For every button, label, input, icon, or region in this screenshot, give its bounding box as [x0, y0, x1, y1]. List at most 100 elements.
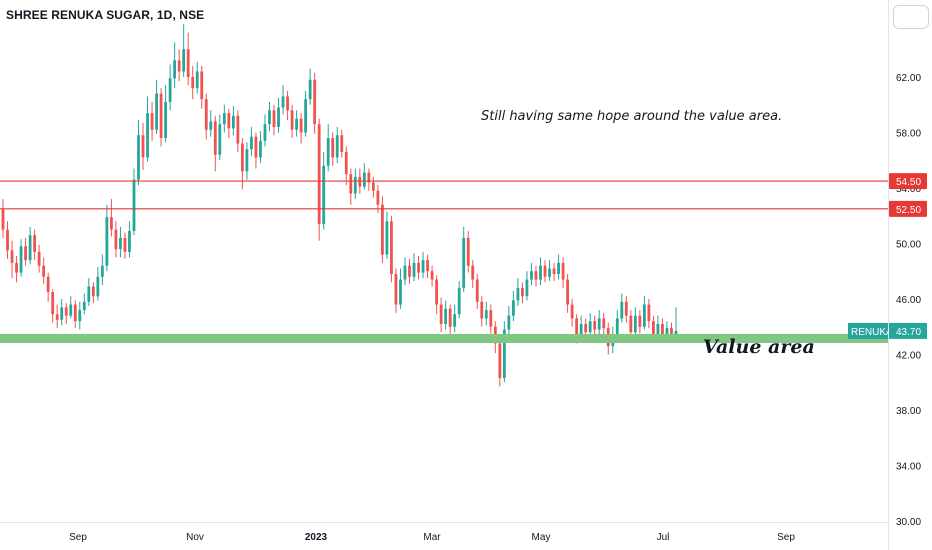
- candle-body: [647, 304, 651, 322]
- candle-body: [371, 182, 375, 191]
- candle-body: [525, 279, 529, 297]
- candle: [209, 110, 213, 137]
- candle-body: [69, 304, 73, 316]
- chart-settings-icon[interactable]: [893, 5, 929, 29]
- candle: [674, 307, 678, 340]
- candle-body: [6, 229, 9, 251]
- x-tick-label: 2023: [305, 532, 328, 543]
- candle-body: [475, 279, 479, 302]
- candle: [308, 68, 312, 105]
- candle: [313, 72, 317, 134]
- candle: [570, 299, 574, 327]
- candle: [191, 65, 195, 100]
- candle-body: [1, 208, 5, 230]
- candle-body: [539, 265, 542, 280]
- candle: [335, 126, 339, 164]
- candle: [471, 260, 475, 288]
- candle-body: [557, 262, 560, 275]
- candle: [105, 204, 109, 272]
- candle-body: [240, 143, 244, 172]
- candle-body: [222, 113, 226, 125]
- candle-body: [272, 110, 276, 127]
- candle-body: [28, 235, 32, 261]
- candle: [322, 151, 326, 230]
- candle: [344, 146, 348, 186]
- candle-body: [177, 60, 181, 72]
- candle: [168, 64, 172, 111]
- candle-body: [629, 315, 633, 333]
- candle-body: [521, 287, 524, 297]
- candle-body: [259, 140, 262, 158]
- candle: [502, 321, 506, 383]
- candle-body: [46, 276, 50, 293]
- candle: [475, 274, 479, 309]
- y-tick-label: 58.00: [896, 129, 921, 140]
- candle: [403, 257, 407, 286]
- candle: [78, 301, 82, 330]
- candle: [394, 268, 398, 313]
- candle-body: [268, 110, 271, 125]
- candle-body: [33, 235, 37, 252]
- candle: [96, 267, 100, 301]
- candle: [173, 42, 177, 89]
- candle-body: [168, 78, 172, 102]
- candle-body: [281, 96, 285, 108]
- candle-body: [119, 237, 122, 250]
- candle-body: [548, 268, 551, 277]
- y-tick-label: 46.00: [896, 295, 921, 306]
- candle-body: [426, 260, 429, 272]
- candle: [245, 142, 249, 180]
- time-axis[interactable]: Sep Nov 2023 Mar May Jul Sep: [0, 522, 888, 544]
- candle: [633, 307, 637, 336]
- candle-body: [534, 271, 538, 280]
- candle: [602, 312, 606, 336]
- candle-body: [186, 49, 190, 77]
- candle-body: [87, 286, 91, 302]
- candle: [60, 299, 64, 326]
- y-tick-label: 30.00: [896, 517, 921, 528]
- candle: [466, 231, 470, 273]
- candle-body: [340, 135, 344, 152]
- candle-body: [322, 165, 326, 225]
- candle: [304, 90, 308, 137]
- candles-layer: [1, 24, 678, 387]
- candle-body: [263, 124, 267, 141]
- candle: [561, 257, 565, 288]
- candle: [624, 296, 628, 323]
- candle: [259, 131, 262, 164]
- candle-body: [362, 172, 366, 187]
- candle-body: [457, 287, 461, 315]
- candle-body: [620, 301, 624, 319]
- candle: [290, 104, 294, 139]
- price-axis[interactable]: 30.00 34.00 38.00 42.00 46.00 50.00 54.00 58.00…: [848, 0, 927, 550]
- candle-body: [132, 179, 136, 232]
- candle-body: [290, 110, 294, 130]
- candle-body: [381, 204, 384, 255]
- candle: [426, 254, 429, 279]
- candle: [100, 254, 104, 286]
- candle-body: [308, 79, 312, 100]
- candle-body: [24, 246, 27, 261]
- last-price-text: 43.70: [896, 327, 921, 338]
- candle: [51, 289, 55, 323]
- candle-body: [435, 279, 439, 305]
- candle-body: [254, 136, 258, 158]
- candle: [19, 239, 23, 277]
- candle: [615, 310, 619, 338]
- candle: [399, 268, 402, 309]
- candle-body: [358, 176, 362, 187]
- candle: [272, 104, 276, 136]
- candle-body: [277, 107, 280, 127]
- candle: [91, 282, 95, 304]
- candle-body: [231, 115, 235, 129]
- candle: [480, 296, 484, 327]
- candle-body: [507, 315, 511, 330]
- candle: [236, 110, 240, 152]
- candle-body: [570, 304, 574, 319]
- x-tick-label: Jul: [657, 532, 670, 543]
- candle: [593, 315, 597, 337]
- candle-body: [430, 271, 434, 280]
- candle-body: [128, 231, 131, 252]
- y-tick-label: 50.00: [896, 240, 921, 251]
